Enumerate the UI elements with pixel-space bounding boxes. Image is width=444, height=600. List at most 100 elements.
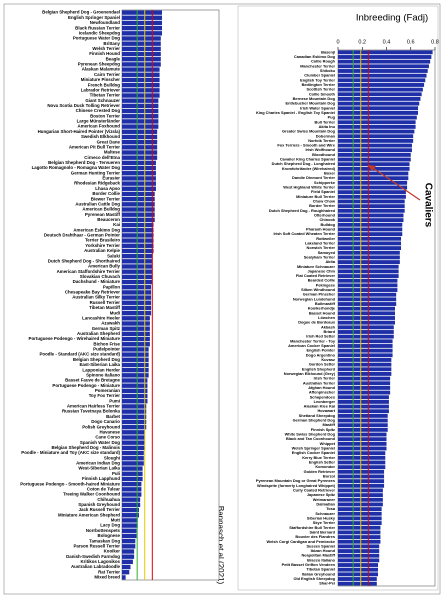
category-label: Bearded Collie	[308, 278, 336, 283]
bar	[122, 502, 141, 508]
bar	[122, 471, 143, 476]
bar	[338, 325, 394, 330]
bar	[122, 217, 155, 223]
category-label: Eurasier	[102, 176, 120, 181]
bar	[338, 227, 403, 232]
category-label: Fox Terriers - Smooth and Wire	[277, 143, 335, 148]
bar	[122, 435, 146, 440]
bar	[338, 539, 381, 544]
bar	[122, 46, 161, 52]
bar	[122, 238, 154, 243]
bar	[122, 347, 149, 352]
category-label: Maltese	[104, 150, 121, 155]
category-label: Labrador Retriever	[81, 87, 121, 92]
category-label: Newfoundland	[90, 20, 121, 25]
bar	[338, 297, 397, 302]
category-label: Kerry Blue Terrier	[302, 455, 335, 460]
bar	[122, 487, 142, 492]
bar	[338, 353, 393, 358]
category-label: Slovakian Chuvach	[80, 274, 121, 279]
category-label: Samoyed	[318, 250, 336, 255]
category-label: Briard	[324, 329, 336, 334]
category-label: Lhasa Apso	[95, 186, 120, 191]
bar	[338, 50, 433, 55]
category-label: Sealyham Terrier	[304, 254, 336, 259]
bar	[338, 129, 415, 134]
bar	[122, 108, 159, 114]
category-label: Norwegian Lundehund	[293, 296, 336, 301]
bar	[338, 581, 377, 586]
category-label: Australian Labradoodle	[71, 564, 121, 569]
bar	[338, 516, 382, 521]
category-label: Black and Tan Coonhound	[286, 436, 336, 441]
category-label: Bedlington Terrier	[302, 82, 336, 87]
bar	[122, 507, 139, 513]
bar	[122, 378, 148, 383]
bar	[122, 388, 148, 394]
category-label: Doberman	[316, 133, 336, 138]
bar	[338, 567, 379, 572]
bar	[122, 321, 150, 326]
bar	[122, 160, 156, 166]
category-label: Treeing Walker Coonhound	[63, 492, 120, 497]
bar	[122, 326, 150, 331]
category-label: Pyrenean Mountain Dog or Great Pyrenees	[256, 478, 335, 483]
category-label: Kai	[113, 222, 120, 227]
category-label: Irish Red Setter	[306, 334, 335, 339]
category-label: Collie Rough	[311, 59, 336, 64]
bar	[338, 115, 417, 120]
chart-title: Inbreeding (Fadj)	[356, 13, 428, 24]
category-label: Tamaskan Dog	[89, 538, 120, 543]
bar	[338, 316, 395, 320]
category-label: Coton de Tulear	[87, 486, 120, 491]
bar	[122, 181, 156, 186]
category-label: Beagle	[106, 56, 121, 61]
bar	[122, 20, 163, 26]
bar	[122, 445, 146, 451]
category-label: Australian Terrier	[303, 380, 336, 385]
bar	[122, 285, 152, 290]
bar	[122, 538, 136, 544]
bar	[122, 155, 158, 160]
bar	[122, 481, 142, 487]
category-label: American Bully	[88, 264, 121, 269]
bar	[122, 419, 147, 425]
category-label: Otterhound	[314, 212, 336, 217]
category-label: Welsh Terrier	[92, 46, 120, 51]
category-label: Spanish Greyhound	[78, 502, 120, 507]
category-label: Canadian Eskimo Dog	[294, 54, 336, 59]
bar	[338, 320, 395, 325]
category-label: Chihuahua	[97, 497, 120, 502]
category-label: American Bulldog	[82, 207, 120, 212]
category-label: Dogo Argentino	[306, 352, 336, 357]
bar	[338, 64, 429, 69]
category-label: Bloodhound	[312, 152, 336, 157]
bar	[338, 185, 408, 190]
bar	[338, 283, 398, 288]
bar	[122, 129, 158, 134]
category-label: Irish Soft Coated Wheaten Terrier	[273, 231, 335, 236]
category-label: American Pit Bull Terrier	[69, 144, 120, 149]
category-label: Portuguese Podengo - Smooth-haired Minia…	[20, 481, 120, 486]
bar	[338, 138, 414, 143]
category-label: Dandie Dinmont Terrier	[292, 175, 335, 180]
category-label: Scottish Terrier	[307, 87, 336, 92]
category-label: Gordon Setter	[309, 362, 336, 367]
category-label: Dachshund - Miniature	[73, 279, 121, 284]
bar	[338, 507, 382, 512]
category-label: Spanish Water Dog	[80, 440, 120, 445]
bar	[338, 260, 400, 264]
category-label: Dogue de Bordeaux	[298, 320, 336, 325]
bar	[338, 432, 387, 437]
category-label: Icelandic Sheepdog	[79, 30, 121, 35]
category-label: Pumi	[109, 398, 120, 403]
bar	[338, 143, 412, 148]
bar	[338, 152, 411, 157]
category-label: Great Dane	[97, 139, 121, 144]
category-label: Belgian Shepherd Dog - Tervueren	[48, 160, 120, 165]
bar	[122, 72, 160, 77]
category-label: Leonberger	[314, 399, 336, 404]
bar	[338, 535, 381, 539]
category-label: Bernese Mountain Dog	[293, 96, 336, 101]
bar	[338, 292, 397, 297]
